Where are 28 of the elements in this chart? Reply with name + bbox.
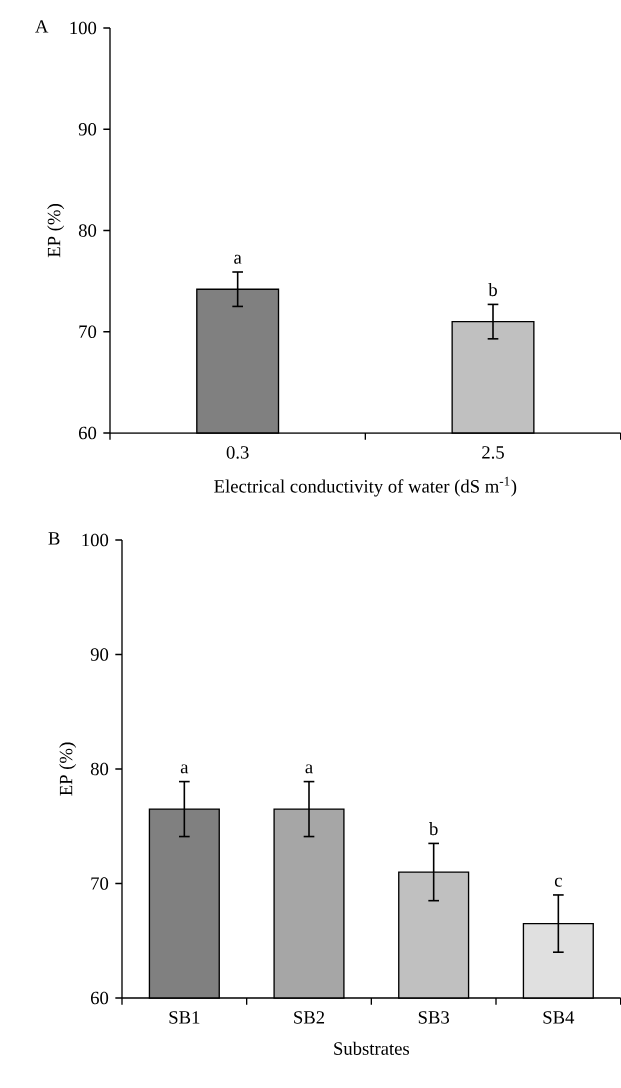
y-tick-label: 80	[90, 762, 109, 776]
annotation: a	[180, 764, 189, 774]
y-tick-label: 70	[79, 325, 97, 339]
y-tick-label: 90	[78, 122, 97, 136]
annotation: b	[429, 822, 438, 836]
x-tick-label: SB3	[418, 1011, 450, 1024]
y-tick-label: 60	[90, 991, 109, 1005]
chart-title: B	[48, 532, 60, 545]
y-axis-title: EP (%)	[47, 204, 65, 258]
y-tick-label: 90	[90, 648, 109, 661]
annotation: c	[554, 877, 562, 887]
x-tick-label: 2.5	[482, 446, 504, 459]
x-axis-title: Substrates	[334, 1041, 410, 1055]
annotation: a	[234, 254, 242, 264]
y-axis-title: EP (%)	[59, 742, 77, 796]
chart-title: A	[35, 20, 49, 33]
annotation: b	[488, 282, 497, 297]
x-axis-title: Electrical conductivity of water (dS m$^{-1}$)	[214, 476, 517, 497]
y-tick-label: 100	[70, 21, 97, 35]
y-tick-label: 80	[78, 224, 97, 237]
x-tick-label: SB2	[294, 1011, 325, 1024]
x-tick-label: SB4	[543, 1011, 575, 1024]
y-tick-label: 100	[82, 533, 109, 547]
y-tick-label: 70	[91, 877, 109, 890]
x-tick-label: 0.3	[226, 446, 249, 459]
annotation: a	[305, 764, 313, 774]
x-tick-label: SB1	[169, 1011, 200, 1024]
y-tick-label: 60	[78, 426, 97, 440]
